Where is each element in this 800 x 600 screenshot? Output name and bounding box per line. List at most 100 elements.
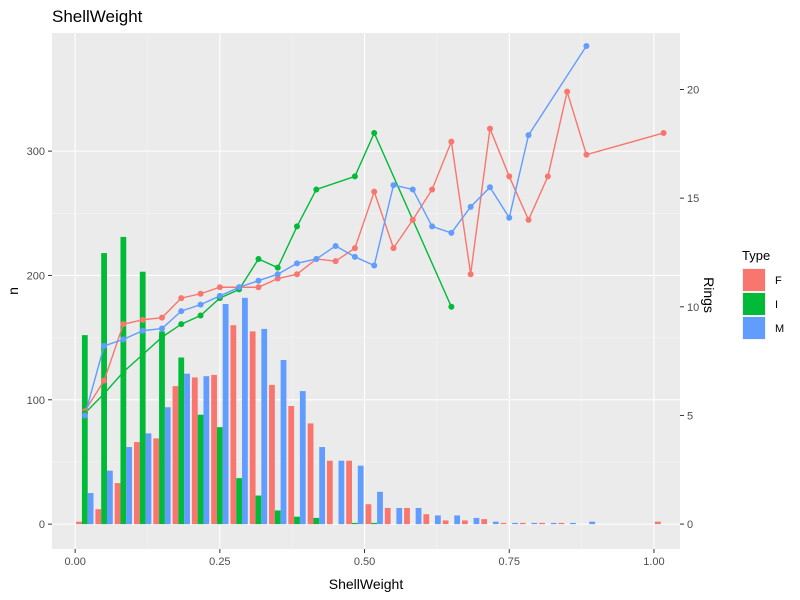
secondary-y-axis-ticks: 0 5 10 15 20 (680, 84, 699, 531)
bar-m (589, 521, 596, 525)
bar-f (654, 521, 661, 525)
point-m (81, 412, 88, 419)
legend-swatch-m (743, 317, 765, 339)
bar-m (261, 328, 268, 525)
point-m (236, 284, 243, 291)
bar-m (415, 507, 422, 525)
bar-i (255, 495, 262, 525)
point-m (448, 229, 455, 236)
bar-m (87, 493, 94, 525)
point-m (294, 260, 301, 267)
chart-title: ShellWeight (52, 7, 143, 26)
bar-f (365, 504, 372, 525)
point-i (158, 334, 165, 341)
bar-i (197, 414, 204, 525)
bar-m (319, 447, 326, 525)
bar-i (294, 516, 300, 525)
bar-m (164, 407, 171, 525)
point-m (371, 262, 378, 269)
point-f (332, 258, 339, 265)
y-tick-label: 100 (27, 395, 45, 407)
point-i (313, 186, 320, 193)
point-i (178, 321, 185, 328)
point-f (564, 88, 571, 95)
point-f (101, 377, 108, 384)
bar-f (558, 522, 565, 525)
point-m (486, 184, 493, 191)
point-f (467, 271, 474, 278)
point-f (351, 245, 358, 252)
bar-i (120, 236, 127, 525)
bar-m (492, 521, 499, 525)
point-i (255, 255, 262, 262)
bar-f (269, 384, 275, 525)
point-f (139, 316, 146, 323)
mean-rings-points (81, 43, 667, 419)
bar-f (519, 522, 526, 525)
y2-tick-label: 20 (687, 84, 699, 96)
point-f (158, 314, 165, 321)
point-i (197, 312, 204, 319)
y-tick-label: 300 (27, 146, 45, 158)
bar-m (531, 522, 538, 525)
point-m (120, 336, 127, 343)
point-i (448, 303, 455, 310)
bar-i (274, 510, 281, 525)
point-i (351, 173, 358, 180)
point-f (216, 284, 223, 291)
point-f (390, 245, 397, 252)
legend-title: Type (742, 248, 770, 263)
point-i (101, 390, 108, 397)
x-axis-title: ShellWeight (329, 576, 404, 592)
bar-f (481, 519, 488, 525)
bar-m (203, 376, 210, 525)
point-m (351, 253, 358, 260)
x-tick-label: 1.00 (643, 556, 664, 568)
legend-label-m: M (775, 323, 784, 335)
point-i (139, 351, 146, 358)
point-i (294, 223, 301, 230)
point-m (255, 277, 262, 284)
bar-m (126, 447, 133, 525)
point-f (544, 173, 551, 180)
bar-f (153, 438, 160, 525)
line-i (84, 131, 453, 414)
point-i (371, 129, 378, 136)
histogram-bars (76, 236, 661, 525)
bar-m (280, 360, 287, 525)
bar-f (442, 520, 449, 525)
x-axis-ticks: 0.00 0.25 0.50 0.75 1.00 (64, 549, 665, 568)
bar-i (159, 331, 165, 525)
legend: Type FIM (742, 248, 784, 340)
point-m (139, 327, 146, 334)
bar-m (512, 522, 518, 525)
bar-f (211, 374, 217, 525)
y2-tick-label: 10 (687, 302, 699, 314)
point-f (448, 138, 455, 145)
bar-m (184, 373, 190, 525)
point-f (294, 271, 301, 278)
bar-f (288, 406, 295, 525)
grid-major (52, 33, 680, 549)
y-tick-label: 200 (27, 270, 45, 282)
bar-m (550, 522, 557, 525)
bar-f (423, 514, 430, 525)
bar-f (500, 522, 507, 525)
bar-i (178, 357, 185, 525)
point-f (197, 290, 204, 297)
bar-m (242, 297, 248, 525)
bar-f (172, 386, 179, 525)
bar-i (101, 253, 107, 525)
legend-swatch-f (743, 269, 765, 291)
point-f (178, 295, 185, 302)
grid-minor (52, 33, 680, 549)
bar-m (377, 491, 383, 525)
bar-f (134, 442, 140, 525)
bar-f (307, 423, 314, 525)
secondary-y-axis-title: Rings (701, 277, 717, 313)
y-tick-label: 0 (39, 519, 45, 531)
bar-m (145, 433, 152, 525)
bar-m (299, 391, 306, 525)
bar-m (338, 460, 345, 525)
